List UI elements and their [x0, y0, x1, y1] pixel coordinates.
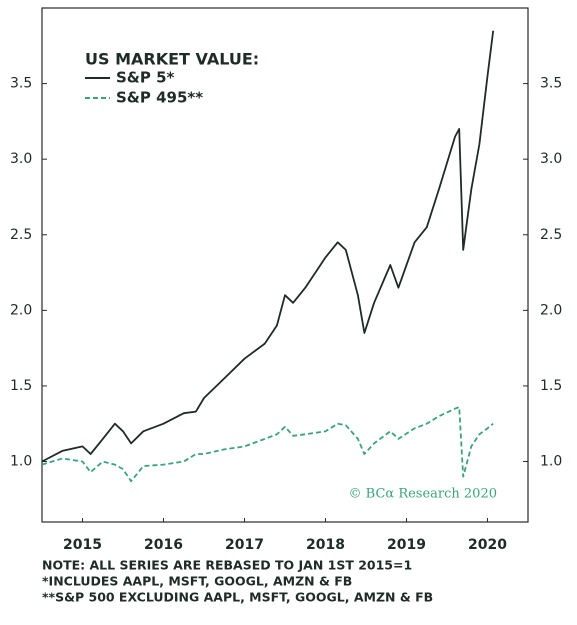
y2-tick-label: 1.5 — [540, 378, 562, 394]
y2-tick-label: 3.5 — [540, 76, 562, 92]
y-tick-label: 2.5 — [10, 227, 32, 243]
line-series — [41, 406, 494, 483]
x-tick-label: 2020 — [468, 537, 507, 553]
y-tick-label: 2.0 — [10, 302, 32, 318]
plot-frame — [41, 7, 529, 523]
legend-title: US MARKET VALUE: — [85, 50, 259, 69]
y2-tick-label: 1.0 — [540, 454, 562, 470]
x-tick-label: 2019 — [387, 537, 426, 553]
line-series — [41, 30, 495, 463]
y2-tick-label: 2.5 — [540, 227, 562, 243]
x-tick-label: 2018 — [306, 537, 345, 553]
note: **S&P 500 EXCLUDING AAPL, MSFT, GOOGL, A… — [42, 590, 433, 605]
y-tick-label: 1.5 — [10, 378, 32, 394]
legend-label: S&P 495** — [116, 89, 203, 107]
y-tick-label: 1.0 — [10, 454, 32, 470]
x-tick-label: 2017 — [225, 537, 264, 553]
y2-tick-label: 3.0 — [540, 151, 562, 167]
x-tick-label: 2015 — [63, 537, 102, 553]
watermark: © BCα Research 2020 — [349, 487, 497, 502]
y2-tick-label: 2.0 — [540, 302, 562, 318]
y-tick-label: 3.5 — [10, 76, 32, 92]
y-tick-label: 3.0 — [10, 151, 32, 167]
note: NOTE: ALL SERIES ARE REBASED TO JAN 1ST … — [42, 558, 412, 573]
legend-label: S&P 5* — [116, 69, 175, 87]
note: *INCLUDES AAPL, MSFT, GOOGL, AMZN & FB — [42, 574, 352, 589]
x-tick-label: 2016 — [144, 537, 183, 553]
